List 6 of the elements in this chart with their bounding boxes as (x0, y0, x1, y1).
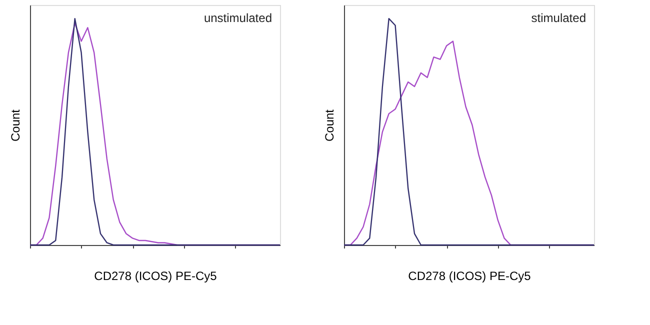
annotation: stimulated (531, 11, 586, 25)
y-axis-title: Count (8, 108, 22, 142)
annotation: unstimulated (204, 11, 272, 25)
x-axis-title: CD278 (ICOS) PE-Cy5 (408, 269, 532, 283)
x-axis-title: CD278 (ICOS) PE-Cy5 (94, 269, 218, 283)
y-axis-title: Count (322, 108, 336, 142)
